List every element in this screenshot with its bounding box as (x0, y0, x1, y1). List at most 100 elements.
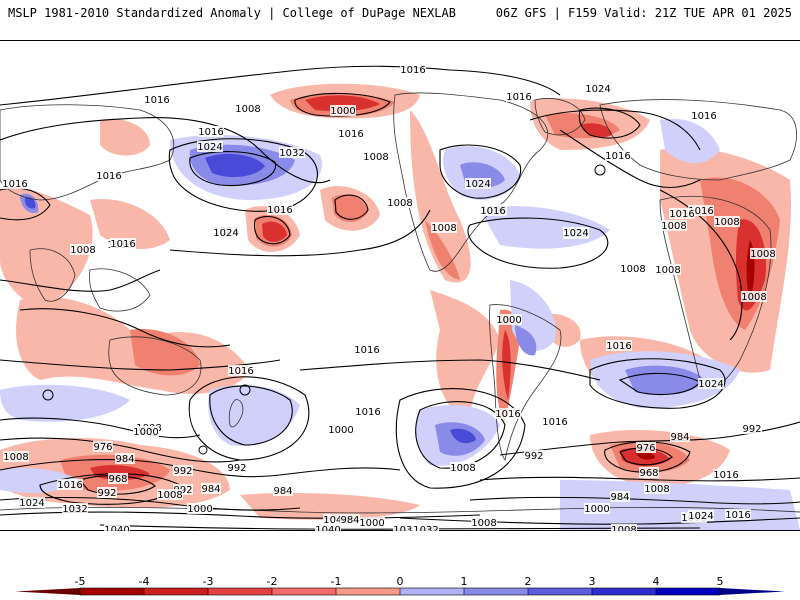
isobar-label-bg (228, 365, 254, 376)
isobar-label-bg (104, 524, 130, 531)
coastline (108, 336, 202, 396)
anomaly-area (450, 428, 476, 444)
isobar-label-bg (387, 197, 413, 208)
isobar-label: 992 (227, 463, 246, 474)
isobar-label-bg (506, 91, 532, 102)
isobar-label: 1016 (688, 206, 713, 217)
coastline (659, 195, 772, 388)
isobar-label: 1016 (725, 510, 750, 521)
isobar-line (469, 496, 800, 505)
isobar-label-bg (400, 64, 426, 75)
isobar-line (0, 459, 401, 478)
pressure-center (198, 445, 208, 455)
isobar-label-bg (213, 227, 239, 238)
anomaly-area (515, 325, 537, 356)
isobar-label-bg (742, 423, 762, 434)
isobar-label: 1008 (471, 518, 496, 529)
colorbar-tick-label: -5 (74, 575, 86, 588)
colorbar-segment (464, 588, 528, 595)
isobar-label-bg (524, 450, 544, 461)
isobar-label: 1008 (661, 221, 686, 232)
colorbar-segment (528, 588, 592, 595)
isobar-line (299, 359, 601, 381)
isobar-line (467, 217, 609, 269)
isobar-label: 1016 (144, 95, 169, 106)
isobar-label: 976 (93, 442, 112, 453)
isobar-label-bg (563, 227, 589, 238)
anomaly-area (660, 118, 720, 164)
isobar-label: 1016 (57, 480, 82, 491)
isobar-line (0, 269, 161, 292)
anomaly-area (0, 384, 130, 422)
anomaly-area (635, 450, 655, 460)
isobar-label: 1016 (480, 206, 505, 217)
isobar-line (589, 358, 726, 409)
isobar-label-bg (471, 517, 497, 528)
colorbar-segment (144, 588, 208, 595)
isobars (0, 65, 800, 530)
isobar-label: 1024 (197, 142, 222, 153)
isobar-label: 992 (524, 451, 543, 462)
isobar-label-bg (19, 497, 45, 508)
isobar-label: 1008 (714, 217, 739, 228)
pressure-centers (42, 164, 606, 455)
isobar-label: 1016 (2, 179, 27, 190)
isobar-label-bg (605, 150, 631, 161)
isobar-label-bg (413, 524, 439, 531)
isobar-label: 1040 (315, 525, 340, 531)
isobar-label-bg (96, 170, 122, 181)
anomaly-area (430, 290, 500, 420)
isobar-label: 984 (340, 515, 359, 526)
isobar-label: 1016 (691, 111, 716, 122)
isobar-label: 984 (670, 432, 689, 443)
coastline (228, 399, 244, 428)
isobar-label-bg (670, 431, 690, 442)
isobar-label: 1016 (110, 239, 135, 250)
isobar-line (559, 129, 701, 188)
isobar-label-bg (606, 340, 632, 351)
isobar-label: 968 (639, 468, 658, 479)
isobar-label: 1000 (496, 315, 521, 326)
isobar-label: 1008 (741, 292, 766, 303)
colorbar-tick-label: -2 (266, 575, 278, 588)
anomaly-area (0, 187, 93, 310)
anomaly-area (305, 95, 380, 112)
isobar-line (0, 117, 331, 184)
isobar-label-bg (698, 378, 724, 389)
isobar-label: 992 (742, 424, 761, 435)
isobar-line (0, 65, 561, 106)
isobar-label: 984 (115, 454, 134, 465)
colorbar-segment (336, 588, 400, 595)
isobar-label-bg (584, 503, 610, 514)
isobar-label: 1008 (363, 152, 388, 163)
isobar-label-bg (3, 451, 29, 462)
anomaly-area (580, 123, 612, 138)
isobar-label-bg (636, 442, 656, 453)
isobar-label: 1008 (70, 245, 95, 256)
isobar-label: 1008 (387, 198, 412, 209)
coastline (0, 506, 800, 514)
anomaly-area (502, 330, 511, 400)
isobar-label-bg (157, 489, 183, 500)
pressure-center (594, 164, 606, 176)
isobar-label-bg (279, 147, 305, 158)
isobar-label: 1024 (563, 228, 588, 239)
anomaly-area (90, 465, 150, 481)
isobar-label: 1016 (495, 409, 520, 420)
isobar-label: 1024 (465, 179, 490, 190)
colorbar-segment (208, 588, 272, 595)
isobar-label-bg (450, 462, 476, 473)
coastline (0, 104, 175, 201)
colorbar-tick-label: 2 (524, 575, 532, 588)
isobar-label: 1032 (279, 148, 304, 159)
isobar-label: 1016 (506, 92, 531, 103)
isobar-label-bg (585, 83, 611, 94)
isobar-label: 1016 (713, 470, 738, 481)
isobar-label: 1008 (235, 104, 260, 115)
isobar-label-bg (725, 509, 751, 520)
isobar-label: 1016 (354, 345, 379, 356)
isobar-label-bg (620, 263, 646, 274)
isobar-label-bg (144, 94, 170, 105)
isobar-label: 1016 (338, 129, 363, 140)
